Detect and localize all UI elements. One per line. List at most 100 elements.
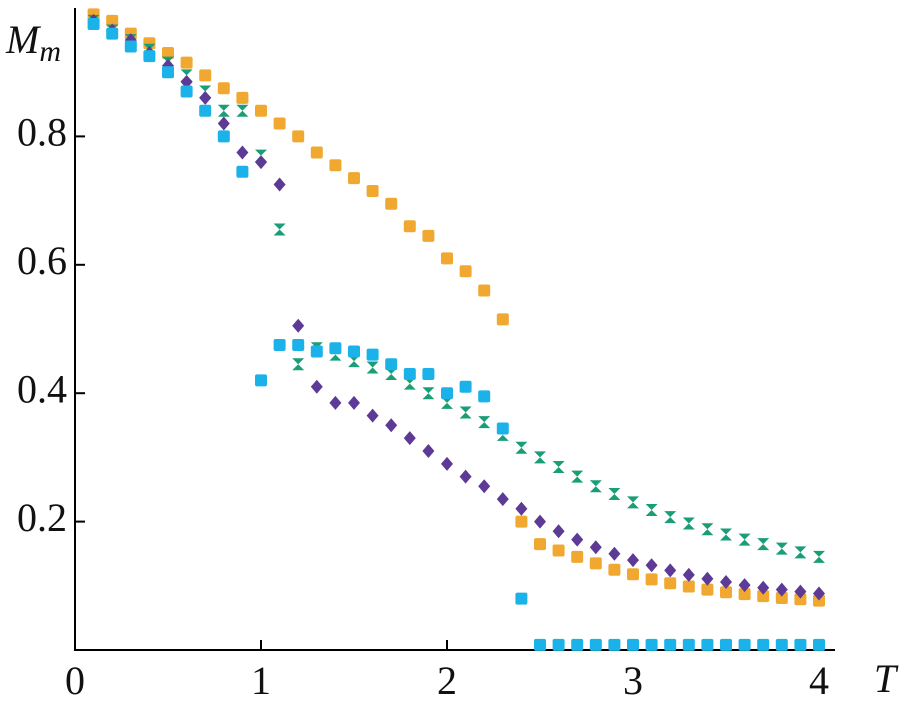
point	[775, 582, 788, 597]
point	[720, 528, 732, 541]
point	[106, 27, 119, 40]
point	[199, 104, 212, 117]
point	[813, 638, 825, 651]
point	[217, 82, 230, 95]
point	[385, 358, 398, 371]
point	[664, 563, 677, 578]
point	[571, 638, 584, 651]
y-tick-label: 0.2	[17, 495, 67, 540]
point	[627, 568, 639, 581]
point	[310, 345, 323, 358]
point	[496, 492, 509, 507]
point	[217, 104, 230, 117]
point	[459, 265, 472, 278]
point	[813, 550, 825, 563]
point	[682, 638, 695, 651]
x-tick-label: 3	[623, 658, 643, 703]
point	[682, 567, 695, 582]
point	[720, 638, 732, 651]
point	[292, 318, 305, 333]
point	[422, 387, 435, 400]
point	[478, 416, 491, 429]
point	[348, 355, 360, 368]
point	[255, 374, 267, 387]
point	[552, 544, 565, 557]
point	[366, 361, 379, 374]
point	[459, 406, 472, 419]
point	[813, 586, 825, 601]
point	[589, 540, 602, 555]
point	[366, 348, 379, 361]
point	[794, 593, 807, 606]
point	[738, 588, 751, 601]
x-tick-label: 0	[65, 658, 85, 703]
point	[459, 469, 472, 484]
point	[422, 229, 435, 242]
point	[738, 578, 751, 593]
point	[255, 104, 267, 117]
point	[441, 396, 453, 409]
point	[403, 220, 416, 233]
point	[329, 342, 342, 355]
point	[255, 155, 267, 170]
point	[720, 574, 732, 589]
point	[701, 638, 714, 651]
point	[682, 517, 695, 530]
x-tick-label: 1	[251, 658, 271, 703]
point	[236, 104, 249, 117]
point	[515, 515, 528, 528]
point	[664, 577, 677, 590]
point	[738, 638, 751, 651]
x-tick-label: 2	[437, 658, 457, 703]
point	[757, 590, 770, 603]
point	[441, 252, 453, 265]
point	[496, 422, 509, 435]
point	[199, 69, 212, 82]
x-axis-label: T	[874, 656, 899, 701]
point	[589, 557, 602, 570]
point	[645, 573, 658, 586]
point	[645, 558, 658, 573]
point	[701, 583, 714, 596]
point	[385, 197, 398, 210]
point	[608, 546, 621, 561]
point	[738, 533, 751, 546]
y-tick-label: 0.6	[17, 238, 67, 283]
point	[645, 638, 658, 651]
point	[775, 638, 788, 651]
point	[403, 431, 416, 446]
point	[199, 90, 212, 105]
point	[571, 532, 584, 547]
point	[236, 91, 249, 104]
point	[589, 638, 602, 651]
point	[292, 339, 305, 352]
point	[794, 546, 807, 559]
point	[329, 395, 342, 410]
point	[143, 50, 156, 63]
point	[664, 511, 677, 524]
point	[552, 461, 565, 474]
point	[348, 395, 360, 410]
point	[627, 553, 639, 568]
point	[236, 145, 249, 160]
y-tick-label: 0.4	[17, 366, 67, 411]
point	[329, 159, 342, 172]
point	[534, 638, 546, 651]
y-label-main: M	[5, 17, 42, 62]
point	[180, 74, 193, 89]
point	[515, 441, 528, 454]
point	[459, 380, 472, 393]
point	[534, 451, 546, 464]
point	[515, 592, 528, 605]
point	[310, 379, 323, 394]
point	[682, 580, 695, 593]
point	[310, 146, 323, 159]
point	[534, 514, 546, 529]
point	[589, 480, 602, 493]
point	[775, 591, 788, 604]
point	[366, 408, 379, 423]
point	[534, 538, 546, 551]
point	[441, 456, 453, 471]
point	[720, 586, 732, 599]
